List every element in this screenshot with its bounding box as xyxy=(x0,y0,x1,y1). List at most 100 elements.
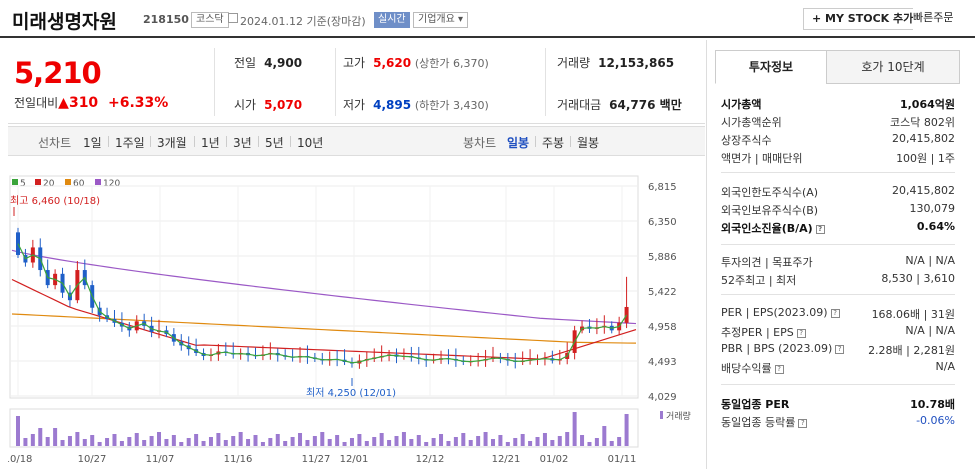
info-key: 외국인한도주식수(A) xyxy=(721,186,819,199)
volume-bar xyxy=(142,440,147,446)
prev-close: 전일 4,900 xyxy=(234,56,303,70)
company-overview-button[interactable]: 기업개요 ▾ xyxy=(413,12,468,28)
period-1w[interactable]: 1주일 xyxy=(115,136,145,150)
info-row: 시가총액 1,064억원 xyxy=(721,96,955,114)
volume-bar xyxy=(468,440,473,446)
my-stock-add-button[interactable]: + MY STOCK 추가 xyxy=(803,8,923,30)
candle-chart-label: 봉차트 xyxy=(463,136,497,150)
stock-chart: 5 20 60 120 6,815 6,350 5,886 5,422 4,958 4,493 4,… xyxy=(8,175,691,465)
volume-bar xyxy=(238,432,243,446)
help-icon[interactable]: ? xyxy=(835,345,845,354)
info-key: 동일업종 등락률? xyxy=(721,414,808,430)
volume-bar xyxy=(490,439,495,446)
volume-bar xyxy=(364,441,369,446)
realtime-button[interactable]: 실시간 xyxy=(374,12,410,28)
volume-bar xyxy=(453,437,458,446)
volume-bar xyxy=(201,441,206,446)
info-key: 상장주식수 xyxy=(721,134,772,147)
info-key: 52주최고 | 최저 xyxy=(721,274,797,287)
volume-bar xyxy=(60,440,65,446)
info-value: 코스닥 802위 xyxy=(890,116,955,129)
period-1y[interactable]: 1년 xyxy=(201,136,220,150)
legend-label: 5 xyxy=(20,179,26,189)
help-icon[interactable]: ? xyxy=(815,225,825,234)
volume-bar xyxy=(594,438,599,446)
volume-bar xyxy=(535,437,540,446)
x-tick-label: 01/11 xyxy=(608,454,637,465)
candle-monthly[interactable]: 월봉 xyxy=(577,136,600,150)
volume-bar xyxy=(186,438,191,446)
help-icon[interactable]: ? xyxy=(798,419,808,428)
period-3m[interactable]: 3개월 xyxy=(157,136,187,150)
info-value: 20,415,802 xyxy=(892,184,955,197)
volume-bar xyxy=(253,435,258,446)
tab-quote-10[interactable]: 호가 10단계 xyxy=(826,50,960,84)
help-icon[interactable]: ? xyxy=(830,309,840,318)
info-row: PER | EPS(2023.09)? 168.06배 | 31원 xyxy=(721,306,955,324)
volume-bar xyxy=(164,439,169,446)
volume-bar xyxy=(587,442,592,446)
x-tick-label: 11/27 xyxy=(302,454,331,465)
volume-bar xyxy=(312,436,317,446)
info-row: 시가총액순위 코스닥 802위 xyxy=(721,114,955,132)
volume-bar xyxy=(171,435,176,446)
volume-bar xyxy=(409,439,414,446)
candle-weekly[interactable]: 주봉 xyxy=(542,136,565,150)
volume-bar xyxy=(565,432,570,446)
volume-bar xyxy=(505,442,510,446)
candle-daily[interactable]: 일봉 xyxy=(507,136,530,150)
stock-header: 미래생명자원 218150 코스닥 2024.01.12 기준(장마감) 실시간… xyxy=(0,0,975,38)
volume-bar xyxy=(283,441,288,446)
volume-bar xyxy=(298,433,303,446)
volume-bar xyxy=(260,442,265,446)
change-label: 전일대비 xyxy=(14,96,59,110)
x-tick-label: 12/01 xyxy=(340,454,369,465)
help-icon[interactable]: ? xyxy=(774,365,784,374)
volume: 거래량 12,153,865 xyxy=(557,56,675,70)
y-tick-label: 6,815 xyxy=(648,182,677,193)
info-row: 추정PER | EPS? N/A | N/A xyxy=(721,324,955,342)
price-change: 전일대비▲310 +6.33% xyxy=(14,94,168,111)
volume-bar xyxy=(208,437,213,446)
volume-bar xyxy=(194,434,199,446)
volume-bar xyxy=(624,414,629,446)
volume-bar xyxy=(97,442,102,446)
legend-swatch xyxy=(12,179,18,185)
info-value: 8,530 | 3,610 xyxy=(881,272,955,285)
y-tick-label: 4,958 xyxy=(648,322,677,333)
info-value: -0.06% xyxy=(916,414,955,427)
volume-bar xyxy=(349,438,354,446)
volume-bar xyxy=(609,441,614,446)
period-1d[interactable]: 1일 xyxy=(83,136,102,150)
volume-bar xyxy=(231,436,236,446)
legend-swatch xyxy=(65,179,71,185)
volume-bar xyxy=(134,433,139,446)
info-value: 168.06배 | 31원 xyxy=(871,308,955,321)
help-icon[interactable]: ? xyxy=(796,329,806,338)
volume-bar xyxy=(16,416,20,446)
volume-label: 거래량 xyxy=(666,410,691,422)
volume-bar xyxy=(498,435,503,446)
low-price: 저가 4,895 (하한가 3,430) xyxy=(343,98,489,112)
volume-bar xyxy=(38,428,43,446)
current-price: 5,210 xyxy=(14,56,102,90)
tab-invest-info[interactable]: 투자정보 xyxy=(715,50,827,84)
info-value: 0.64% xyxy=(916,220,955,233)
volume-bar xyxy=(431,438,436,446)
chart-toolbar: 선차트 1일 1주일 3개월 1년 3년 5년 10년 봉차트 일봉 주봉 월봉 xyxy=(8,126,705,156)
period-10y[interactable]: 10년 xyxy=(297,136,324,150)
info-key: 시가총액 xyxy=(721,98,762,111)
volume-bar xyxy=(149,436,154,446)
x-tick-label: 10/18 xyxy=(8,454,32,465)
quick-order-button[interactable]: 빠른주문 xyxy=(913,8,954,30)
info-row: 52주최고 | 최저 8,530 | 3,610 xyxy=(721,272,955,290)
period-5y[interactable]: 5년 xyxy=(265,136,284,150)
volume-bar xyxy=(290,437,295,446)
volume-bar xyxy=(305,440,310,446)
info-row: 동일업종 PER 10.78배 xyxy=(721,396,955,414)
volume-bar xyxy=(112,434,117,446)
market-badge: 코스닥 xyxy=(191,12,229,28)
period-3y[interactable]: 3년 xyxy=(233,136,252,150)
x-tick-label: 01/02 xyxy=(540,454,569,465)
volume-bar xyxy=(387,440,392,446)
